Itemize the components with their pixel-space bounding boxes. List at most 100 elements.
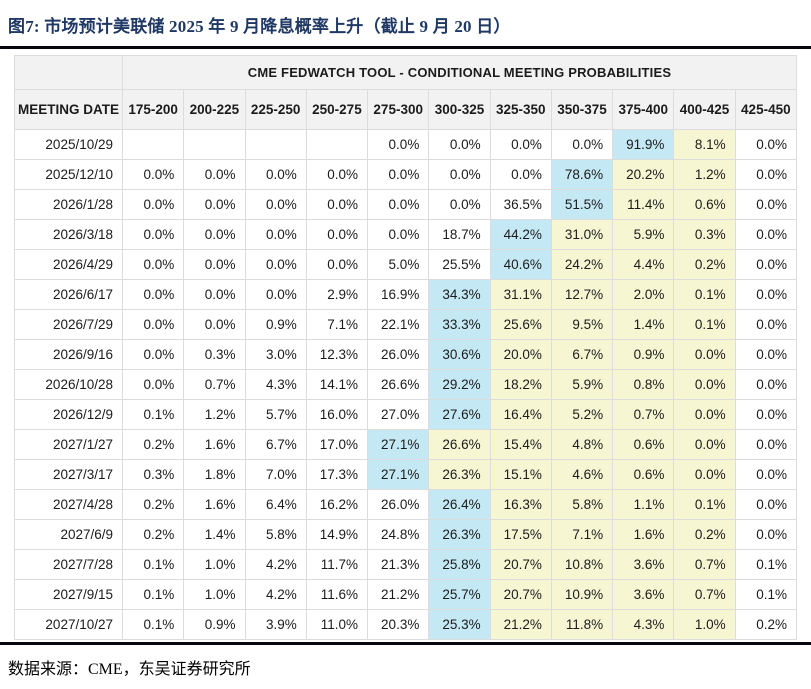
probability-cell: 0.7% [673, 549, 736, 580]
table-row: 2026/1/28 0.0% 0.0% 0.0% 0.0% 0.0% 0.0% 36.5% 51… [14, 189, 798, 220]
probability-cell: 25.3% [428, 609, 491, 640]
fedwatch-table-container: CME FEDWATCH TOOL - CONDITIONAL MEETING … [14, 55, 798, 640]
probability-cell: 0.0% [673, 459, 736, 490]
probability-cell: 26.6% [367, 369, 430, 400]
probability-cell: 6.7% [244, 429, 307, 460]
probability-cell: 0.0% [244, 279, 307, 310]
probability-cell: 0.6% [673, 189, 736, 220]
probability-cell: 0.7% [673, 579, 736, 610]
probability-cell: 0.0% [734, 159, 798, 190]
probability-cell: 2.0% [612, 279, 675, 310]
probability-cell: 0.0% [673, 399, 736, 430]
probability-cell: 30.6% [428, 339, 491, 370]
probability-cell: 14.9% [305, 519, 369, 550]
probability-cell: 24.8% [367, 519, 430, 550]
probability-cell: 0.1% [734, 579, 798, 610]
probability-cell: 20.0% [489, 339, 552, 370]
probability-cell: 21.2% [367, 579, 430, 610]
probability-cell: 10.8% [550, 549, 614, 580]
probability-cell: 31.0% [550, 219, 614, 250]
probability-cell: 0.0% [305, 219, 369, 250]
probability-cell: 0.0% [734, 279, 798, 310]
probability-cell: 0.0% [121, 159, 185, 190]
probability-cell: 5.8% [550, 489, 614, 520]
figure-title: 图7: 市场预计美联储 2025 年 9 月降息概率上升（截止 9 月 20 日… [8, 17, 511, 36]
probability-cell: 0.0% [428, 159, 491, 190]
probability-cell: 0.1% [121, 579, 185, 610]
probability-cell: 0.0% [673, 339, 736, 370]
probability-cell: 21.2% [489, 609, 552, 640]
probability-cell: 26.6% [428, 429, 491, 460]
meeting-date-cell: 2027/7/28 [14, 549, 123, 580]
probability-cell: 40.6% [489, 249, 552, 280]
probability-cell: 0.0% [121, 219, 185, 250]
probability-cell: 12.3% [305, 339, 369, 370]
probability-cell: 0.0% [734, 189, 798, 220]
probability-cell: 0.1% [121, 609, 185, 640]
meeting-date-cell: 2026/10/28 [14, 369, 123, 400]
meeting-date-cell: 2026/12/9 [14, 399, 123, 430]
probability-cell: 0.0% [367, 189, 430, 220]
probability-cell: 0.0% [305, 249, 369, 280]
title-divider [0, 46, 811, 49]
probability-cell: 17.0% [305, 429, 369, 460]
probability-cell: 0.0% [428, 129, 491, 160]
probability-cell: 0.6% [612, 459, 675, 490]
probability-cell: 2.9% [305, 279, 369, 310]
probability-cell: 4.3% [244, 369, 307, 400]
table-row: 2027/10/27 0.1% 0.9% 3.9% 11.0% 20.3% 25.3% 21.… [14, 609, 798, 640]
probability-cell: 0.1% [673, 489, 736, 520]
probability-cell: 27.6% [428, 399, 491, 430]
meeting-date-cell: 2026/4/29 [14, 249, 123, 280]
probability-cell: 25.8% [428, 549, 491, 580]
probability-cell: 0.1% [673, 309, 736, 340]
probability-cell: 0.0% [121, 369, 185, 400]
probability-cell: 15.1% [489, 459, 552, 490]
probability-cell: 1.2% [673, 159, 736, 190]
probability-cell: 24.2% [550, 249, 614, 280]
fedwatch-table: CME FEDWATCH TOOL - CONDITIONAL MEETING … [14, 55, 798, 640]
rate-range-header: 175-200 [121, 89, 185, 130]
probability-cell: 0.7% [183, 369, 246, 400]
probability-cell: 0.9% [612, 339, 675, 370]
table-row: 2026/9/16 0.0% 0.3% 3.0% 12.3% 26.0% 30.6% 20.0… [14, 339, 798, 370]
probability-cell: 0.0% [244, 189, 307, 220]
meeting-date-cell: 2025/12/10 [14, 159, 123, 190]
probability-cell: 0.0% [183, 249, 246, 280]
probability-cell: 21.3% [367, 549, 430, 580]
meeting-date-cell: 2027/4/28 [14, 489, 123, 520]
rate-range-header: 225-250 [244, 89, 307, 130]
probability-cell: 0.9% [244, 309, 307, 340]
footer-divider [0, 642, 811, 645]
table-row: 2027/6/9 0.2% 1.4% 5.8% 14.9% 24.8% 26.3% 17.5%… [14, 519, 798, 550]
probability-cell: 0.0% [734, 309, 798, 340]
probability-cell: 29.2% [428, 369, 491, 400]
meeting-date-cell: 2026/9/16 [14, 339, 123, 370]
probability-cell: 0.0% [121, 339, 185, 370]
probability-cell: 0.0% [121, 249, 185, 280]
probability-cell: 1.0% [673, 609, 736, 640]
table-row: 2027/4/28 0.2% 1.6% 6.4% 16.2% 26.0% 26.4% 16.3… [14, 489, 798, 520]
probability-cell: 16.9% [367, 279, 430, 310]
probability-cell: 9.5% [550, 309, 614, 340]
probability-cell [183, 129, 246, 160]
probability-cell: 78.6% [550, 159, 614, 190]
table-row: 2026/7/29 0.0% 0.0% 0.9% 7.1% 22.1% 33.3% 25.6%… [14, 309, 798, 340]
probability-cell: 4.8% [550, 429, 614, 460]
probability-cell: 0.1% [121, 399, 185, 430]
probability-cell: 4.2% [244, 579, 307, 610]
table-header: CME FEDWATCH TOOL - CONDITIONAL MEETING … [14, 55, 798, 130]
probability-cell: 27.0% [367, 399, 430, 430]
probability-cell: 0.3% [121, 459, 185, 490]
probability-cell: 16.2% [305, 489, 369, 520]
probability-cell: 0.0% [734, 129, 798, 160]
table-row: 2027/9/15 0.1% 1.0% 4.2% 11.6% 21.2% 25.7% 20.7… [14, 579, 798, 610]
probability-cell: 0.0% [244, 249, 307, 280]
table-row: 2025/12/10 0.0% 0.0% 0.0% 0.0% 0.0% 0.0% 0.0% 78… [14, 159, 798, 190]
table-row: 2026/3/18 0.0% 0.0% 0.0% 0.0% 0.0% 18.7% 44.2% 3… [14, 219, 798, 250]
probability-cell: 0.0% [489, 129, 552, 160]
rate-range-header: 350-375 [550, 89, 614, 130]
probability-cell: 0.0% [121, 309, 185, 340]
meeting-date-cell: 2027/9/15 [14, 579, 123, 610]
probability-cell: 4.2% [244, 549, 307, 580]
